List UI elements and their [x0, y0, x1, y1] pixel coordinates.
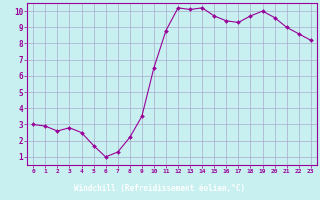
- Text: Windchill (Refroidissement éolien,°C): Windchill (Refroidissement éolien,°C): [75, 184, 245, 192]
